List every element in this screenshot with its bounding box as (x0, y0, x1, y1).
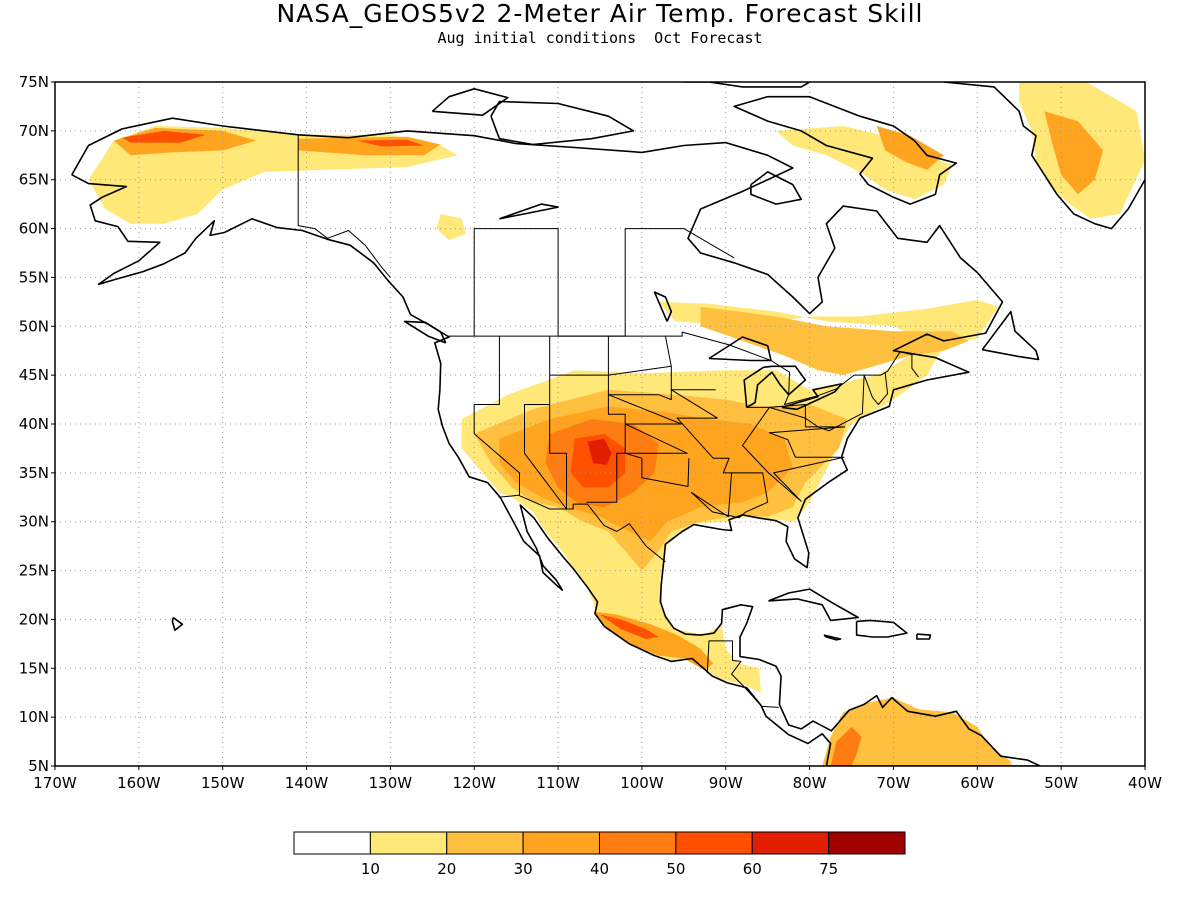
skill-region-colombia-40 (830, 726, 862, 766)
border-state-lines-west (473, 336, 520, 496)
border-us-mexico-border (498, 494, 666, 563)
lat-tick-label: 45N (19, 366, 49, 384)
coastline-banks-island (431, 88, 509, 116)
lat-tick-label: 5N (28, 757, 49, 775)
coastline-newfoundland (981, 310, 1040, 361)
skill-region-four-corners-60 (587, 438, 612, 465)
lat-tick-label: 40N (19, 415, 49, 433)
coastline-cuba (768, 588, 860, 622)
border-state-lines-east (742, 372, 889, 502)
border-state-lines-central (670, 389, 769, 519)
skill-region-yukon-coast-max (356, 139, 424, 147)
lat-tick-label: 55N (19, 268, 49, 286)
color-legend: 10 20 30 40 50 60 75 (293, 831, 906, 878)
lon-tick-label: 70W (877, 774, 911, 792)
lon-tick-label: 60W (960, 774, 994, 792)
skill-shading-layer (88, 82, 1145, 766)
border-state-lines-plains (607, 335, 690, 487)
legend-swatch (369, 831, 448, 855)
lon-tick-label: 160W (117, 774, 161, 792)
coastline-baffin-island (733, 95, 958, 205)
coastline-devon-ellesmere (683, 82, 811, 88)
map-subtitle: Aug initial conditions Oct Forecast (437, 29, 763, 47)
lon-tick-label: 150W (201, 774, 245, 792)
legend-label: 30 (514, 860, 533, 878)
skill-region-alaska-north-max (122, 130, 206, 143)
skill-region-ontario-quebec-20 (700, 306, 969, 376)
legend-swatch (522, 831, 600, 855)
coastline-puerto-rico (916, 633, 932, 640)
latitude-ticks: 75N 70N 65N 60N 55N 50N 45N 40N 35N 30N 25N 20N 15N 1… (19, 73, 55, 775)
legend-swatch (446, 831, 524, 855)
lat-tick-label: 30N (19, 513, 49, 531)
political-borders-layer (297, 134, 919, 708)
lon-tick-label: 90W (709, 774, 743, 792)
border-central-america-borders (706, 640, 779, 708)
legend-swatch (293, 831, 371, 855)
lon-tick-label: 140W (285, 774, 329, 792)
legend-label: 10 (361, 860, 380, 878)
border-alaska-canada-border (297, 134, 391, 278)
legend-swatch (751, 831, 830, 855)
lat-tick-label: 35N (19, 464, 49, 482)
legend-label: 75 (819, 860, 838, 878)
legend-swatch (599, 831, 677, 855)
lat-tick-label: 25N (19, 562, 49, 580)
lon-tick-label: 50W (1044, 774, 1078, 792)
legend-swatch (675, 831, 753, 855)
skill-region-canadian-archipelago-10 (776, 126, 953, 200)
lon-tick-label: 110W (536, 774, 580, 792)
coastline-hawaii (171, 616, 184, 632)
coastline-layer (71, 82, 1145, 766)
longitude-ticks: 170W 160W 150W 140W 130W 120W 110W 100W 90W 80W 70… (33, 766, 1162, 792)
skill-region-mexico-pacific-50 (600, 614, 659, 639)
lat-tick-label: 70N (19, 122, 49, 140)
legend-label: 50 (666, 860, 685, 878)
skill-region-south-america-north-20 (822, 697, 1011, 766)
coastline-southampton-island (750, 171, 803, 205)
coastline-hispaniola (855, 619, 908, 638)
coastline-lake-superior (708, 336, 772, 362)
coastline-pacific-coast (71, 174, 1041, 766)
coastline-north-america-coast (71, 117, 1041, 766)
lat-tick-label: 60N (19, 220, 49, 238)
border-canada-province-lines (473, 228, 735, 337)
lat-tick-label: 50N (19, 317, 49, 335)
lat-tick-label: 65N (19, 171, 49, 189)
coastline-victoria-island (490, 100, 635, 146)
map-title: NASA_GEOS5v2 2-Meter Air Temp. Forecast … (276, 0, 924, 28)
lat-tick-label: 15N (19, 659, 49, 677)
coastline-lake-winnipeg (653, 291, 673, 322)
lon-tick-label: 120W (452, 774, 496, 792)
legend-label: 60 (743, 860, 762, 878)
coastline-vancouver-island (403, 320, 447, 344)
skill-region-greenland-southwest-30 (1044, 111, 1104, 195)
coastline-jamaica (823, 634, 842, 641)
coastline-greenland-coast (941, 82, 1145, 230)
skill-region-great-slave-patch (436, 213, 466, 241)
legend-label: 40 (590, 860, 609, 878)
coastline-great-slave-bear-lakes (499, 203, 559, 220)
legend-label: 20 (437, 860, 456, 878)
lat-tick-label: 10N (19, 708, 49, 726)
border-us-canada-border (446, 331, 919, 405)
lon-tick-label: 170W (33, 774, 77, 792)
lon-tick-label: 130W (369, 774, 413, 792)
lon-tick-label: 100W (620, 774, 664, 792)
lat-tick-label: 75N (19, 73, 49, 91)
lon-tick-label: 40W (1128, 774, 1162, 792)
lon-tick-label: 80W (793, 774, 827, 792)
coastline-lake-michigan-huron (743, 365, 807, 409)
skill-region-baffin-east-30 (876, 126, 944, 170)
lat-tick-label: 20N (19, 610, 49, 628)
border-state-lines-mountain (524, 336, 626, 510)
legend-swatch (828, 831, 906, 855)
